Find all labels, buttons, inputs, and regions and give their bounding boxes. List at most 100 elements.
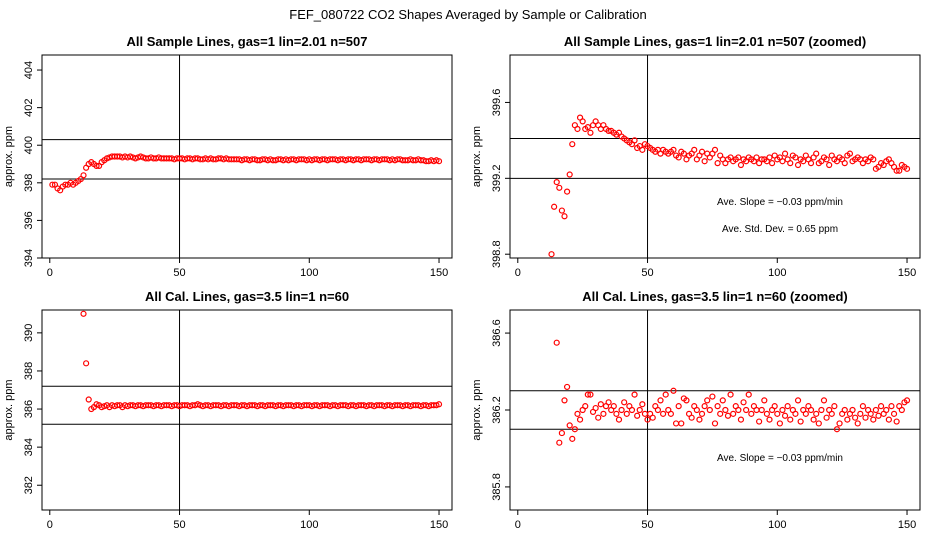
data-point — [743, 406, 750, 414]
data-point — [807, 160, 815, 167]
data-point — [667, 410, 674, 417]
plot-frame — [509, 54, 921, 259]
data-point — [675, 403, 682, 410]
data-point — [779, 406, 786, 414]
data-series — [80, 310, 443, 413]
data-point — [766, 154, 773, 161]
data-point — [745, 391, 752, 398]
data-point — [618, 406, 625, 414]
data-point — [631, 137, 638, 144]
data-point — [893, 418, 900, 425]
data-point — [693, 406, 700, 414]
data-point — [833, 426, 841, 433]
data-point — [771, 403, 778, 410]
y-tick-label: 382 — [23, 476, 35, 494]
data-point — [584, 391, 591, 398]
data-point — [781, 412, 789, 419]
chart-panel: All Sample Lines, gas=1 lin=2.01 n=507 0 5… — [3, 34, 453, 279]
data-point — [846, 150, 854, 157]
data-point — [867, 410, 874, 417]
annotation-text: Ave. Slope = −0.03 ppm/min — [717, 453, 843, 464]
y-tick-label: 386.6 — [491, 319, 503, 347]
data-point — [613, 410, 620, 417]
y-tick-label: 384 — [23, 438, 35, 456]
data-point — [792, 410, 799, 417]
y-tick-label: 399.6 — [491, 89, 503, 117]
data-point — [556, 184, 563, 191]
data-point — [644, 416, 651, 423]
x-tick-label: 150 — [430, 267, 448, 279]
x-tick-label: 0 — [515, 519, 521, 531]
data-point — [823, 156, 830, 163]
data-point — [857, 410, 864, 417]
data-point — [660, 410, 667, 417]
y-tick-label: 396 — [23, 211, 35, 229]
data-point — [709, 393, 716, 400]
annotation-text: Ave. Slope = −0.03 ppm/min — [717, 197, 843, 208]
data-point — [563, 188, 571, 195]
data-point — [49, 181, 56, 188]
chart-panel: All Cal. Lines, gas=3.5 lin=1 n=60 (zoom… — [471, 289, 921, 531]
data-point — [563, 383, 571, 391]
data-point — [558, 429, 565, 437]
data-point — [784, 403, 791, 410]
data-point — [862, 414, 869, 421]
data-point — [781, 150, 789, 157]
data-series — [49, 153, 443, 194]
data-point — [885, 416, 892, 423]
data-point — [815, 420, 822, 427]
chart-title: All Sample Lines, gas=1 lin=2.01 n=507 — [127, 34, 368, 49]
chart-panel: All Sample Lines, gas=1 lin=2.01 n=507 (… — [471, 34, 921, 279]
data-point — [551, 203, 558, 210]
x-tick-label: 100 — [768, 519, 786, 531]
data-point — [844, 416, 851, 423]
data-point — [701, 158, 708, 165]
y-axis-label: approx. ppm — [3, 379, 15, 440]
x-tick-label: 50 — [641, 267, 653, 279]
data-point — [571, 426, 578, 433]
data-point — [634, 412, 641, 419]
data-point — [670, 146, 677, 153]
data-point — [711, 146, 719, 153]
x-tick-label: 0 — [47, 519, 53, 531]
y-tick-label: 400 — [23, 136, 35, 154]
x-tick-label: 150 — [898, 519, 916, 531]
data-point — [756, 418, 763, 425]
data-point — [592, 404, 599, 412]
data-point — [662, 391, 669, 398]
data-point — [903, 165, 911, 172]
data-point — [553, 179, 560, 186]
data-point — [548, 251, 555, 258]
data-point — [735, 154, 742, 161]
annotation-text: Ave. Std. Dev. = 0.65 ppm — [722, 224, 838, 235]
data-point — [872, 406, 879, 414]
data-point — [675, 154, 682, 161]
data-point — [766, 416, 773, 423]
data-point — [582, 403, 589, 410]
data-point — [435, 158, 443, 165]
data-point — [584, 123, 591, 131]
x-tick-label: 0 — [515, 267, 521, 279]
y-tick-label: 390 — [23, 324, 35, 342]
data-point — [556, 439, 563, 446]
data-point — [670, 387, 677, 394]
data-point — [714, 403, 721, 410]
data-point — [807, 406, 815, 414]
data-point — [779, 158, 786, 165]
data-point — [787, 160, 794, 167]
data-point — [576, 416, 584, 423]
data-point — [62, 181, 69, 188]
data-point — [776, 420, 783, 427]
x-tick-label: 100 — [300, 519, 318, 531]
data-point — [566, 171, 573, 178]
data-point — [875, 412, 882, 419]
data-point — [890, 410, 898, 417]
data-point — [683, 397, 690, 404]
data-point — [587, 129, 594, 136]
data-point — [654, 406, 662, 414]
y-tick-label: 399.2 — [491, 165, 503, 193]
data-point — [883, 406, 890, 414]
plot-frame — [41, 309, 453, 511]
data-point — [758, 406, 765, 414]
